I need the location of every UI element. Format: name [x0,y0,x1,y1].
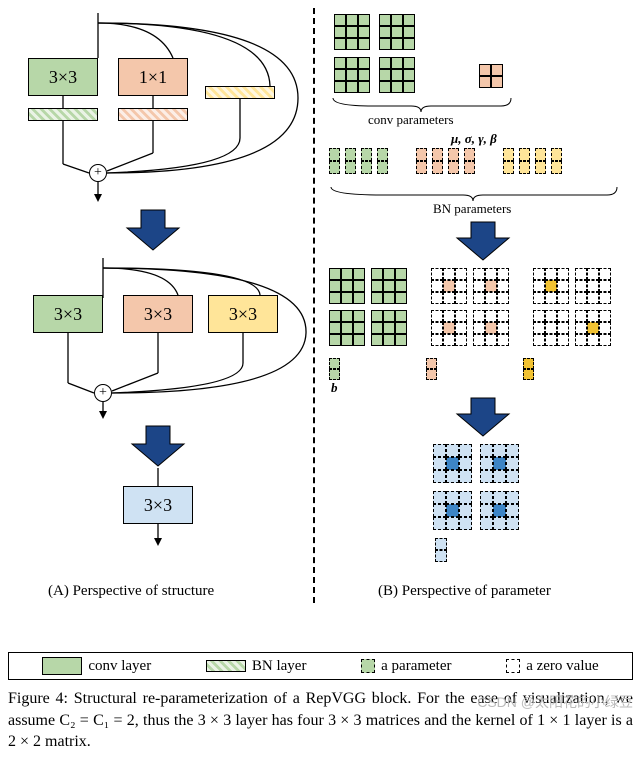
big-arrow-b1 [453,220,513,262]
conv-peach-2x2 [478,63,504,89]
legend-bn-label: BN layer [252,658,307,675]
expanded-peach [431,268,509,346]
bn-symbols: μ, σ, γ, β [451,131,497,147]
legend-param: a parameter [361,658,451,675]
conv-3x3-green-2: 3×3 [33,295,103,333]
conv-green-3x3-4 [378,56,416,94]
conv-3x3-green: 3×3 [28,58,98,96]
conv-green-3x3-2 [378,13,416,51]
panel-b-caption: (B) Perspective of parameter [378,583,551,600]
panel-a-caption: (A) Perspective of structure [48,583,214,600]
bn-yellow-1 [205,86,275,99]
panel-a: 3×3 1×1 + 3×3 3×3 3×3 + 3×3 (A) Perspect… [8,8,308,608]
figure-caption: Figure 4: Structural re-parameterization… [8,688,633,753]
legend-bn: BN layer [206,658,307,675]
legend-conv: conv layer [42,657,151,675]
big-arrow-2 [128,424,188,468]
expanded-green [329,268,407,346]
legend-zero: a zero value [506,658,598,675]
bn-green-1 [28,108,98,121]
conv-3x3-yellow-2: 3×3 [208,295,278,333]
legend-param-label: a parameter [381,658,451,675]
bn-row [329,148,562,174]
legend-zero-label: a zero value [526,658,598,675]
final-bias [435,538,447,562]
conv-3x3-blue: 3×3 [123,486,193,524]
add-circle-1: + [89,164,107,182]
big-arrow-b2 [453,396,513,438]
figure-root: 3×3 1×1 + 3×3 3×3 3×3 + 3×3 (A) Perspect… [8,8,633,648]
legend-conv-label: conv layer [88,658,151,675]
conv-param-label: conv parameters [368,112,454,128]
panel-b: conv parameters μ, σ, γ, β BN parameters… [323,8,633,608]
watermark: CSDN @太阳花的小绿豆 [477,693,633,712]
conv-green-3x3-1 [333,13,371,51]
conv-1x1-peach: 1×1 [118,58,188,96]
bn-peach-1 [118,108,188,121]
panel-divider [313,8,315,603]
caption-head: Figure 4: [8,690,68,707]
big-arrow-1 [123,208,183,252]
b-label: b [331,380,338,396]
conv-green-3x3-3 [333,56,371,94]
bias-row [329,358,534,380]
final-blue [433,444,519,530]
conv-3x3-peach-2: 3×3 [123,295,193,333]
expanded-yellow [533,268,611,346]
add-circle-2: + [94,384,112,402]
bn-param-label: BN parameters [433,201,511,217]
legend: conv layer BN layer a parameter a zero v… [8,652,633,680]
